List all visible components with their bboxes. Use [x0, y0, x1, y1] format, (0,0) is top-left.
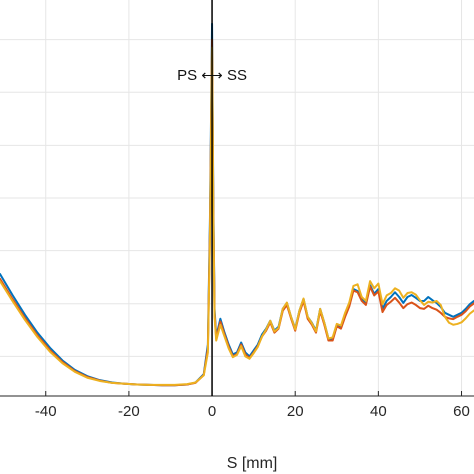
grid-lines — [0, 0, 474, 396]
x-tick-label: 60 — [453, 403, 470, 420]
series-lines — [0, 22, 474, 387]
series-line-red — [0, 38, 474, 387]
x-tick-labels: -40 -20 0 20 40 60 — [35, 403, 470, 420]
x-tick-label: 40 — [370, 403, 387, 420]
axes — [0, 391, 474, 397]
x-tick-label: -20 — [118, 403, 140, 420]
series-line-yellow — [0, 46, 474, 386]
x-tick-label: 0 — [208, 403, 216, 420]
ps-ss-annotation: PS ⟷ SS — [177, 67, 247, 84]
x-tick-label: 20 — [287, 403, 304, 420]
x-axis-label: S [mm] — [227, 455, 278, 472]
x-tick-label: -40 — [35, 403, 57, 420]
